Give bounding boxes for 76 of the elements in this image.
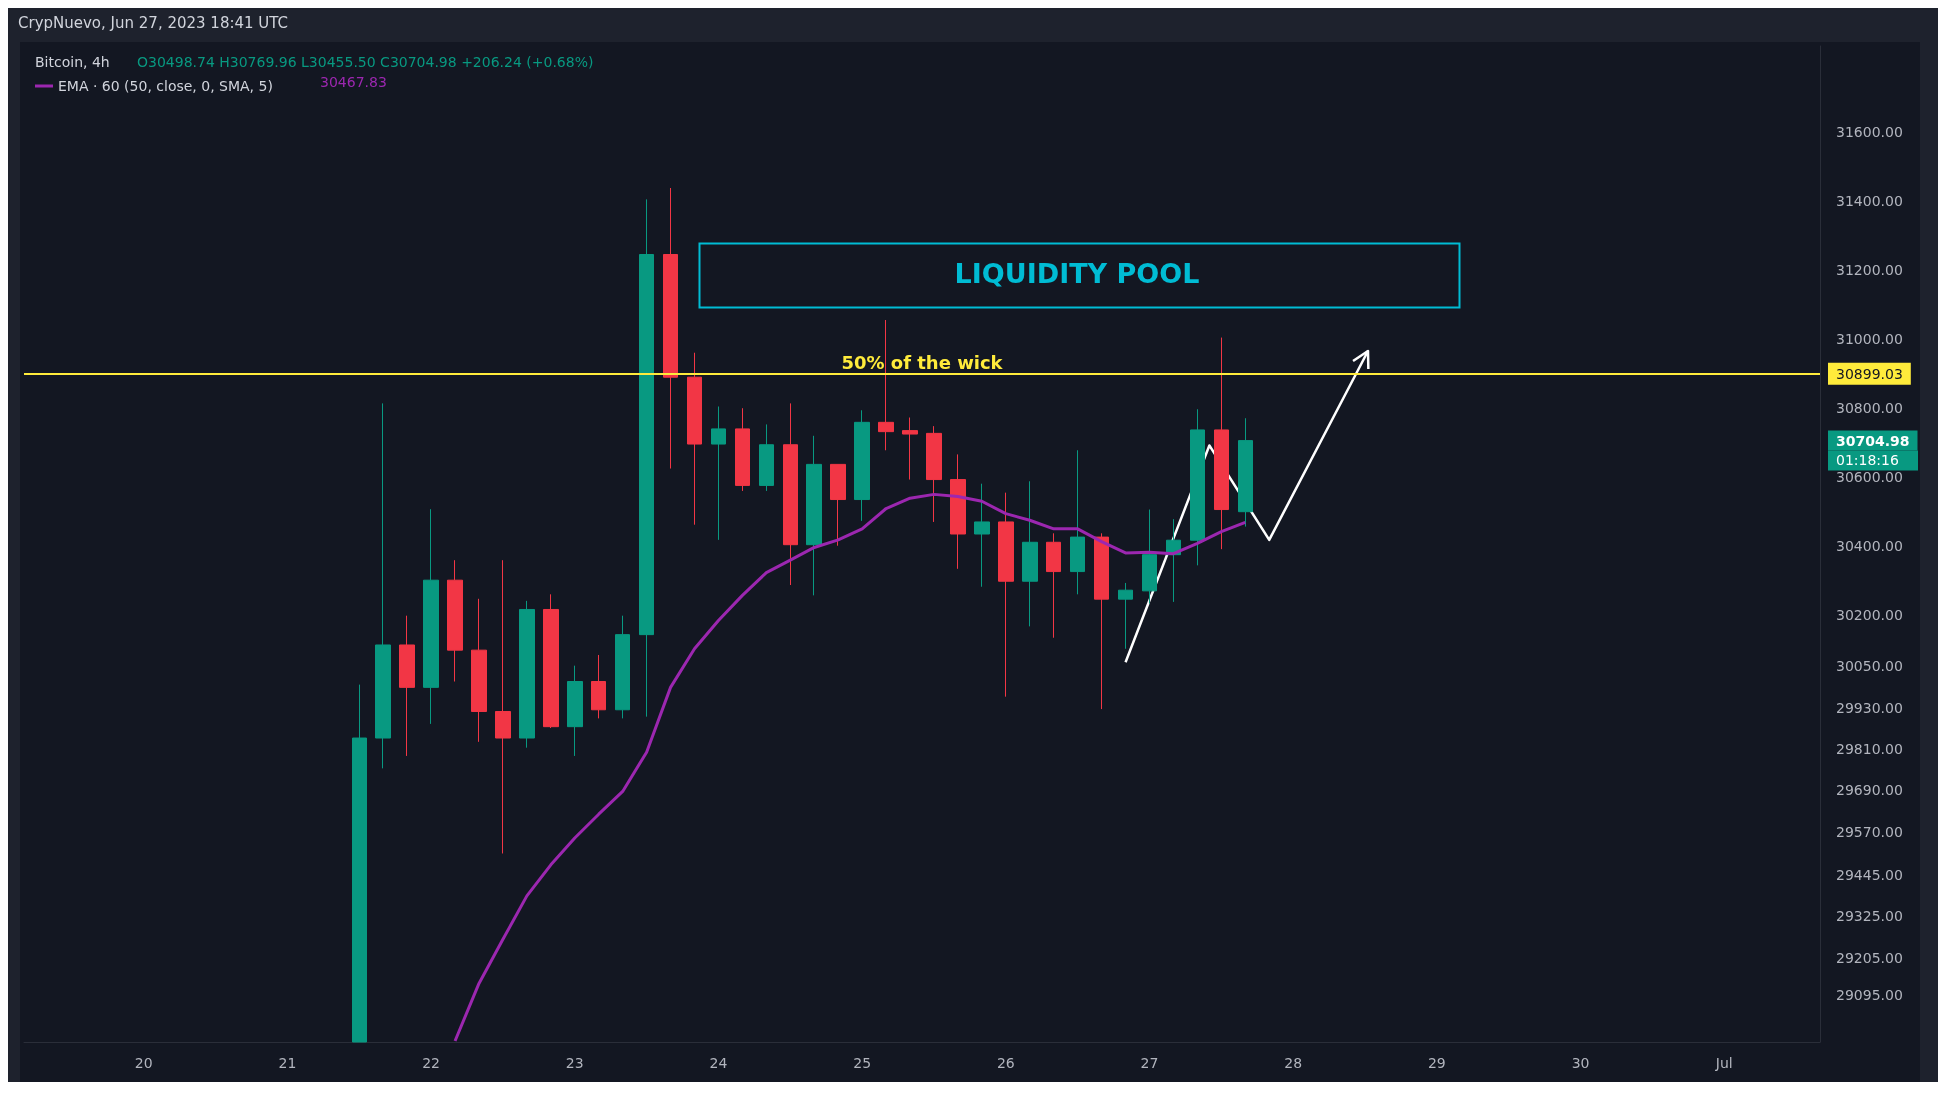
candlestick (471, 598, 487, 743)
x-tick-label: Jul (1714, 1055, 1733, 1071)
candlestick (1190, 408, 1205, 566)
y-tick-label: 31400.00 (1836, 193, 1903, 210)
candlestick (902, 417, 918, 481)
candlestick (974, 483, 990, 588)
x-tick-label: 28 (1284, 1055, 1303, 1071)
annotation: 30467.83 (320, 74, 387, 90)
y-tick-label: 29325.00 (1836, 908, 1903, 925)
candlestick (495, 559, 511, 854)
candlestick (854, 409, 870, 522)
text: Bitcoin, 4h (35, 54, 110, 70)
y-tick-label: 29690.00 (1836, 782, 1903, 799)
y-tick-label: 30200.00 (1836, 606, 1903, 623)
y-tick-label: 29445.00 (1836, 866, 1903, 883)
y-tick-label: 31200.00 (1836, 262, 1903, 279)
y-tick-label: 29810.00 (1836, 741, 1903, 758)
candlestick (1142, 509, 1157, 605)
candlestick (567, 665, 583, 757)
text: CrypNuevo, Jun 27, 2023 18:41 UTC (17, 13, 290, 34)
ref-line-label: 50% of the wick (841, 352, 1004, 374)
candlestick (830, 463, 846, 547)
candlestick (1046, 532, 1061, 639)
candlestick (735, 407, 750, 492)
line-series (453, 492, 1247, 1043)
y-tick-label: 29095.00 (1836, 987, 1903, 1004)
candlestick (447, 559, 463, 683)
legend-label: EMA · 60 (50, close, 0, SMA, 5) (58, 78, 273, 94)
candlestick (1214, 337, 1229, 550)
candlestick (926, 425, 942, 523)
y-tick-label: 30600.00 (1836, 468, 1903, 485)
candlestick (519, 600, 535, 749)
y-tick-label: 29930.00 (1836, 699, 1903, 716)
candlestick (663, 187, 678, 470)
candlestick (1238, 417, 1253, 528)
text: O30498.74 H30769.96 L30455.50 C30704.98 +206.24 (+0.68%) (137, 54, 594, 70)
candlestick (639, 198, 654, 718)
candlestick (1070, 449, 1085, 595)
x-tick-label: 25 (853, 1055, 872, 1071)
y-tick-label: 30800.00 (1836, 399, 1903, 416)
candlestick (399, 615, 415, 757)
candlestick (950, 453, 966, 570)
x-tick-label: 23 (565, 1055, 584, 1071)
candlestick (998, 492, 1014, 698)
candlestick (1022, 480, 1038, 627)
candlestick (352, 684, 367, 1043)
x-tick-label: 20 (134, 1055, 153, 1071)
candlestick (1094, 532, 1109, 710)
y-tick-label: 31600.00 (1836, 124, 1903, 141)
candlestick (543, 593, 559, 729)
candlestick (615, 615, 630, 719)
candlestick (687, 352, 702, 526)
annotation: LIQUIDITY POOL (954, 257, 1200, 289)
y-tick-label: 31000.00 (1836, 330, 1903, 347)
candlestick (1118, 582, 1133, 650)
x-tick-label: 24 (709, 1055, 728, 1071)
x-tick-label: 21 (278, 1055, 297, 1071)
text: 30704.98 (1836, 432, 1910, 449)
x-tick-label: 26 (996, 1055, 1015, 1071)
x-tick-label: 29 (1427, 1055, 1446, 1071)
text: 30899.03 (1836, 365, 1903, 382)
text: 01:18:16 (1836, 451, 1899, 468)
candlestick (423, 508, 439, 725)
y-tick-label: 29205.00 (1836, 949, 1903, 966)
candlestick (759, 423, 774, 492)
candlestick (806, 435, 822, 596)
candlestick (783, 402, 798, 586)
y-tick-label: 29570.00 (1836, 823, 1903, 840)
candlestick (591, 654, 606, 719)
x-tick-label: 27 (1140, 1055, 1159, 1071)
y-tick-label: 30050.00 (1836, 658, 1903, 675)
x-tick-label: 22 (422, 1055, 441, 1071)
candlestick (711, 405, 726, 541)
y-tick-label: 30400.00 (1836, 537, 1903, 554)
x-tick-label: 30 (1571, 1055, 1590, 1071)
candlestick (375, 402, 391, 769)
